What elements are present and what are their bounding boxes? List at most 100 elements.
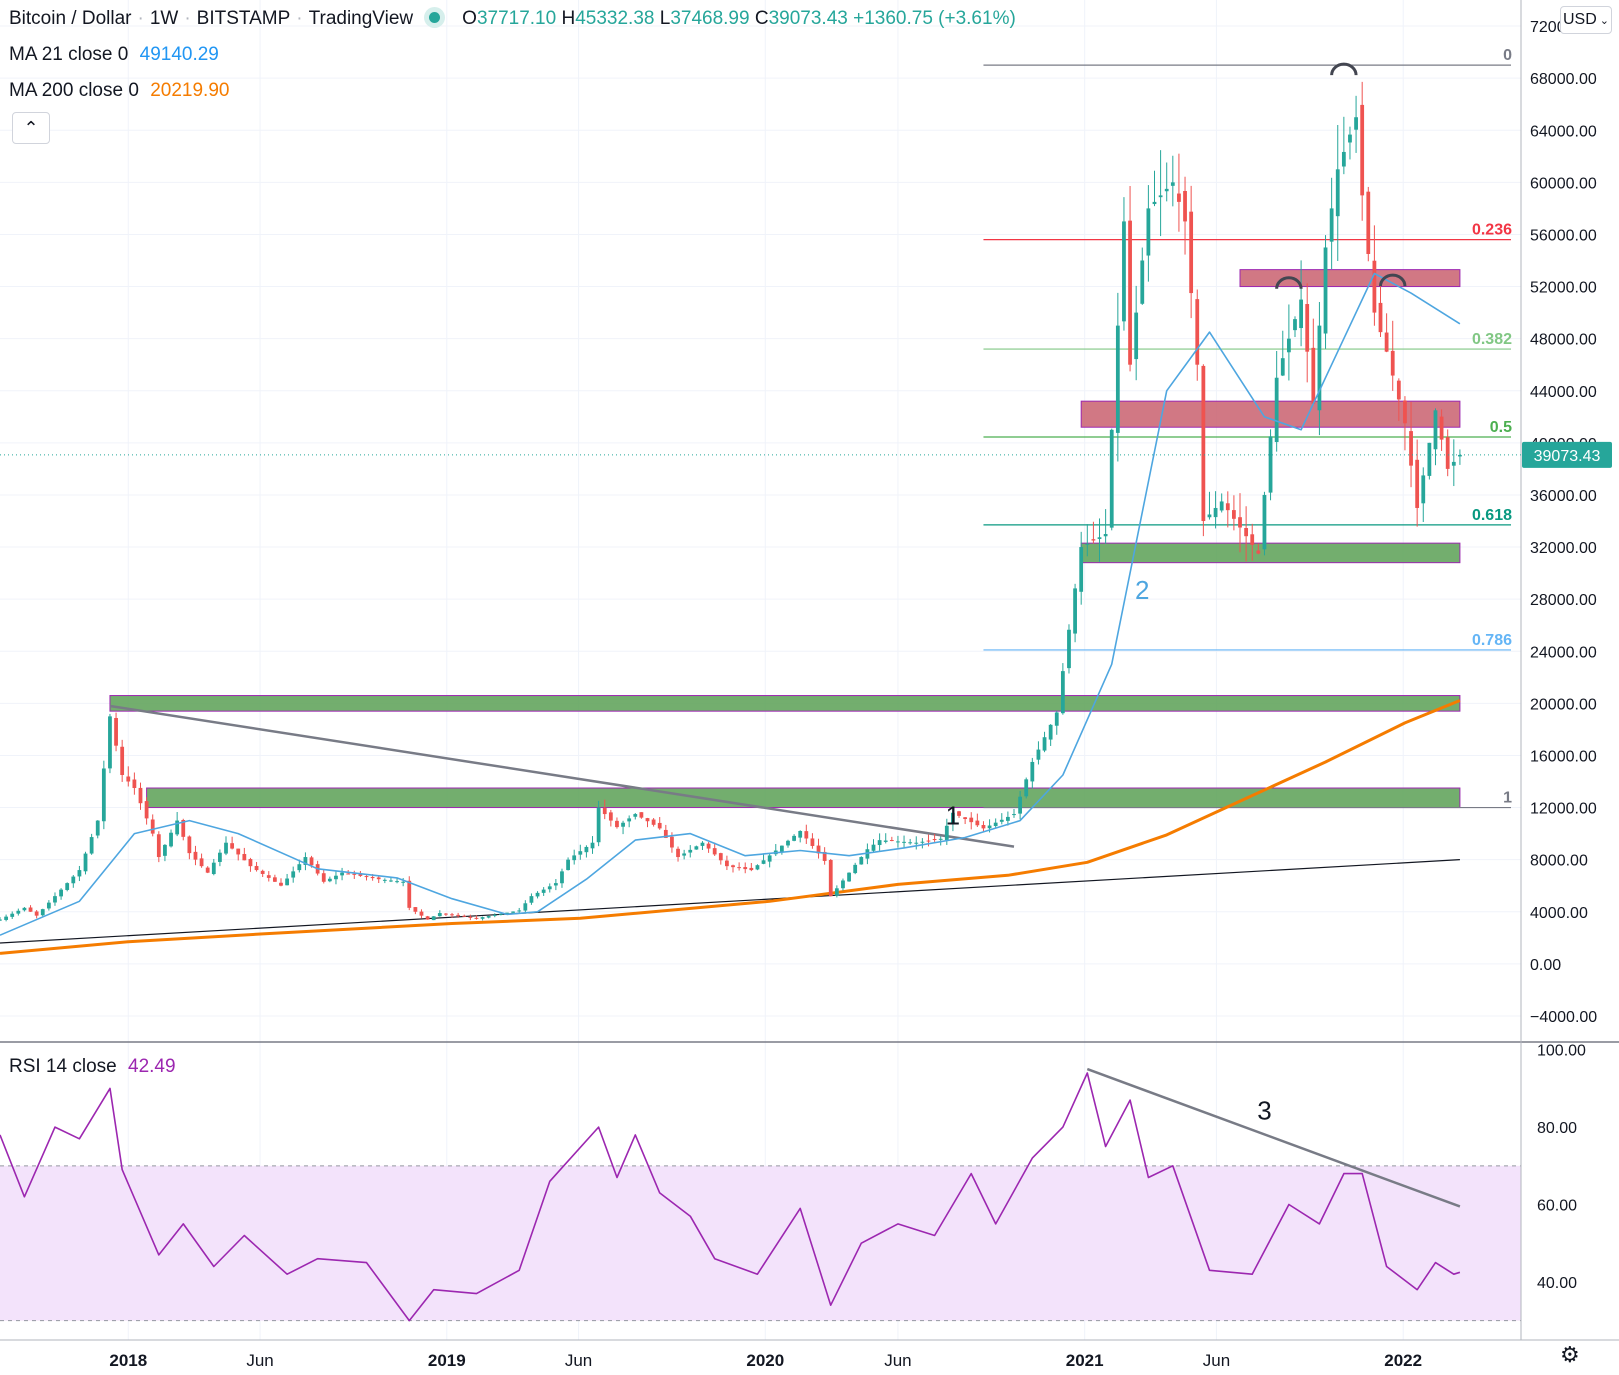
price-tick-label: 36000.00 — [1530, 488, 1597, 505]
time-tick-label: 2022 — [1384, 1351, 1422, 1370]
time-axis[interactable]: 2018 Jun 2019 Jun 2020 Jun 2021 Jun 2022 — [109, 1351, 1422, 1370]
candle-body — [1225, 503, 1230, 511]
candle-body — [291, 871, 296, 878]
candle-body — [1140, 260, 1145, 304]
candle-body — [370, 876, 375, 879]
ma200-legend[interactable]: MA 200 close 0 20219.90 — [9, 80, 229, 102]
candle-body — [303, 857, 308, 865]
ma200-line — [0, 699, 1461, 955]
candle-body — [749, 867, 754, 871]
rsi-axis[interactable]: 40.00 60.00 80.00 100.00 — [1537, 1043, 1586, 1292]
candle-body — [816, 845, 821, 854]
symbol-name[interactable]: Bitcoin / Dollar — [9, 8, 132, 29]
candle-body — [1360, 104, 1365, 196]
candle-body — [1213, 507, 1218, 518]
candle-body — [1195, 299, 1200, 365]
rsi-legend[interactable]: RSI 14 close 42.49 — [9, 1056, 176, 1078]
trend-line — [0, 859, 1460, 944]
candle-body — [1293, 319, 1297, 331]
candle-body — [999, 819, 1004, 822]
candle-body — [993, 822, 998, 827]
candle-body — [1458, 454, 1462, 457]
candle-body — [376, 877, 381, 880]
candle-body — [1286, 338, 1291, 353]
rsi-tick-label: 60.00 — [1537, 1198, 1577, 1215]
candle-body — [205, 867, 210, 873]
candle-body — [670, 836, 674, 848]
candle-body — [1122, 221, 1126, 322]
low-value: 37468.99 — [670, 8, 750, 29]
candle-body — [1366, 191, 1371, 254]
candle-body — [1219, 501, 1224, 511]
candle-body — [1085, 543, 1090, 545]
candle-body — [1335, 169, 1340, 217]
candle-body — [53, 896, 57, 903]
gear-icon[interactable]: ⚙ — [1560, 1342, 1580, 1367]
candle-body — [853, 864, 858, 874]
candle-body — [981, 825, 986, 829]
candle-body — [951, 812, 955, 825]
candle-body — [71, 876, 76, 884]
currency-select[interactable]: USD ⌄ — [1560, 6, 1612, 34]
candle-body — [1018, 796, 1023, 814]
candle-body — [560, 871, 564, 884]
candle-body — [1372, 260, 1377, 313]
rsi-label: RSI 14 close — [9, 1056, 117, 1077]
candle-body — [547, 886, 552, 890]
candle-body — [712, 848, 717, 855]
candle-body — [1134, 312, 1139, 360]
candle-body — [1030, 761, 1035, 782]
candle-body — [444, 913, 448, 915]
candle-body — [737, 867, 742, 869]
candle-body — [1451, 461, 1456, 466]
change-value: +1360.75 (+3.61%) — [853, 8, 1016, 29]
candle-body — [364, 876, 369, 878]
candle-body — [1396, 380, 1401, 400]
candle-body — [22, 907, 27, 911]
price-tick-label: 20000.00 — [1530, 696, 1597, 713]
candle-body — [1109, 429, 1114, 528]
candle-body — [969, 817, 974, 823]
ma21-value: 49140.29 — [139, 44, 219, 65]
candle-body — [327, 878, 332, 882]
candle-body — [175, 820, 180, 835]
candle-body — [1152, 201, 1157, 205]
candle-body — [645, 818, 650, 822]
candle-body — [437, 913, 442, 917]
candle-body — [272, 877, 277, 882]
candle-body — [987, 825, 992, 829]
candle-body — [1164, 188, 1169, 192]
candle-body — [1170, 182, 1175, 186]
resistance-zone — [1080, 400, 1461, 428]
candle-body — [242, 853, 247, 861]
candle-body — [877, 840, 882, 846]
candle-body — [743, 867, 748, 870]
candle-body — [584, 846, 589, 853]
ma21-legend[interactable]: MA 21 close 0 49140.29 — [9, 44, 219, 66]
candle-body — [492, 914, 497, 916]
candle-body — [920, 841, 925, 843]
time-tick-label: 2021 — [1066, 1351, 1104, 1370]
candle-body — [480, 917, 485, 919]
candle-body — [657, 822, 662, 829]
rsi-tick-label: 80.00 — [1537, 1120, 1577, 1137]
market-status-icon — [429, 12, 441, 24]
fib-level-label: 0.382 — [1472, 331, 1512, 348]
candle-body — [126, 776, 131, 782]
candle-body — [450, 914, 454, 916]
candle-body — [608, 812, 613, 821]
candle-body — [963, 817, 968, 820]
time-tick-label: 2019 — [428, 1351, 466, 1370]
collapse-legend-button[interactable]: ⌃ — [12, 112, 50, 144]
price-tick-label: 4000.00 — [1530, 905, 1588, 922]
candle-body — [120, 746, 125, 775]
candle-body — [4, 916, 9, 920]
candle-body — [1012, 814, 1016, 816]
ma21-label: MA 21 close 0 — [9, 44, 129, 65]
price-tick-label: 24000.00 — [1530, 644, 1597, 661]
rsi-tick-label: 100.00 — [1537, 1043, 1586, 1060]
candle-body — [1268, 436, 1273, 493]
candle-body — [321, 873, 326, 882]
candle-body — [1183, 190, 1187, 222]
